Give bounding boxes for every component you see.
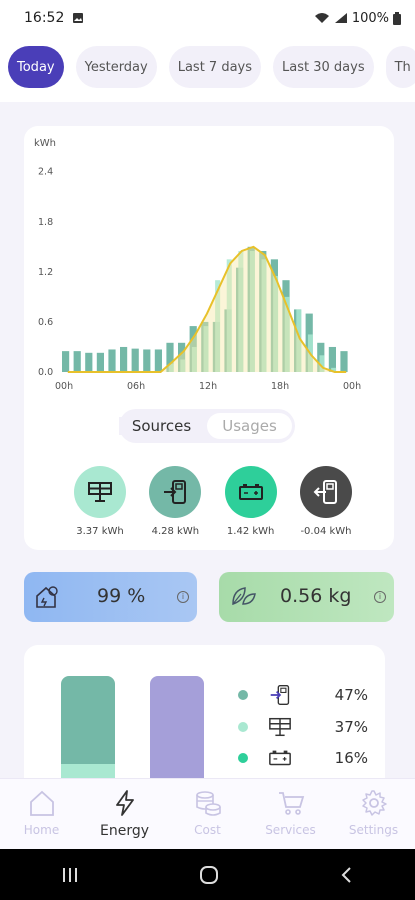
status-bar: 16:52 100%: [0, 0, 415, 36]
source-grid-export[interactable]: -0.04 kWh: [294, 466, 358, 537]
house-solar-icon: [36, 586, 58, 608]
signal-icon: [334, 13, 347, 23]
co2-card[interactable]: 0.56 kg i: [219, 572, 394, 622]
sources-usages-toggle: Sources Usages: [119, 409, 295, 443]
nav-cost[interactable]: Cost: [166, 779, 249, 849]
source-battery-value: 1.42 kWh: [226, 526, 275, 537]
battery-percent: 100%: [351, 10, 389, 26]
leaf-icon: [232, 587, 256, 606]
system-navigation: [0, 849, 415, 900]
cart-icon: [278, 792, 304, 815]
share-row-battery: 16%: [238, 746, 368, 770]
recent-apps-icon[interactable]: [60, 866, 80, 884]
grid-export-icon: [299, 466, 352, 518]
period-chip-last-30-days[interactable]: Last 30 days: [273, 46, 374, 88]
consumption-stack-bar: [61, 676, 115, 786]
nav-energy[interactable]: Energy: [83, 779, 166, 849]
autonomy-card[interactable]: 99 % i: [24, 572, 197, 622]
share-row-solar: 37%: [238, 715, 368, 739]
co2-value: 0.56 kg: [280, 585, 352, 607]
grid-import-icon: [149, 466, 202, 518]
source-grid-import-value: 4.28 kWh: [151, 526, 200, 537]
usages-tab[interactable]: Usages: [207, 413, 292, 439]
usage-stack-bar: [150, 676, 204, 786]
battery-icon: [224, 466, 277, 518]
period-selector: Today Yesterday Last 7 days Last 30 days…: [8, 46, 415, 88]
sources-list: 3.37 kWh 4.28 kWh 1.42 kWh -0.04 kWh: [68, 466, 358, 537]
solar-panel-icon: [74, 466, 126, 518]
grid-import-icon: [268, 683, 292, 707]
home-button-icon[interactable]: [199, 865, 219, 885]
info-icon[interactable]: i: [374, 591, 386, 603]
share-grid-pct: 47%: [334, 686, 368, 704]
back-icon[interactable]: [339, 866, 355, 884]
autonomy-value: 99 %: [97, 585, 146, 607]
period-chip-last-7-days[interactable]: Last 7 days: [168, 46, 262, 88]
period-chip-truncated[interactable]: Th: [385, 46, 415, 88]
coins-icon: [195, 791, 221, 816]
share-battery-pct: 16%: [334, 749, 368, 767]
wifi-icon: [314, 13, 329, 23]
nav-home[interactable]: Home: [0, 779, 83, 849]
nav-settings[interactable]: Settings: [332, 779, 415, 849]
image-notification-icon: [73, 13, 84, 23]
battery-icon: [268, 746, 292, 770]
source-solar-value: 3.37 kWh: [76, 526, 124, 537]
battery-status-icon: [393, 11, 401, 25]
home-icon: [29, 790, 54, 816]
bottom-navigation: Home Energy Cost Services Settings: [0, 778, 415, 849]
sources-tab[interactable]: Sources: [119, 417, 204, 435]
source-grid-import[interactable]: 4.28 kWh: [143, 466, 207, 537]
source-solar[interactable]: 3.37 kWh: [68, 466, 132, 537]
share-solar-pct: 37%: [334, 718, 368, 736]
nav-services[interactable]: Services: [249, 779, 332, 849]
share-row-grid: 47%: [238, 683, 368, 707]
clock: 16:52: [24, 10, 65, 26]
info-icon[interactable]: i: [177, 591, 189, 603]
period-chip-yesterday[interactable]: Yesterday: [75, 46, 157, 88]
gear-icon: [361, 790, 387, 816]
solar-panel-icon: [268, 715, 292, 739]
source-battery[interactable]: 1.42 kWh: [219, 466, 283, 537]
period-chip-today[interactable]: Today: [8, 46, 64, 88]
bolt-icon: [115, 790, 134, 816]
source-grid-export-value: -0.04 kWh: [300, 526, 352, 537]
